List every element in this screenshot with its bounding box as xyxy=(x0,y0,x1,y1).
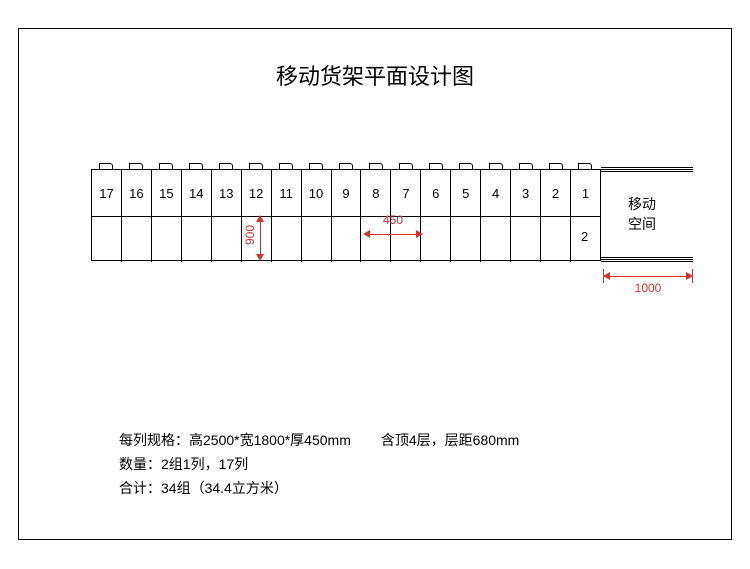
shelf-cell: 15 xyxy=(152,170,182,216)
shelf-cell xyxy=(511,217,541,262)
shelf-cell: 4 xyxy=(481,170,511,216)
row2-end-label: 2 xyxy=(581,229,588,244)
cell-label: 8 xyxy=(372,186,379,201)
shelf-cell: 14 xyxy=(182,170,212,216)
shelf-cell: 7 xyxy=(391,170,421,216)
cell-label: 12 xyxy=(249,186,263,201)
shelf-cell: 16 xyxy=(122,170,152,216)
cell-label: 10 xyxy=(309,186,323,201)
floorplan-diagram: 17 16 15 14 13 12 11 10 9 8 7 6 5 4 3 2 … xyxy=(91,169,691,339)
cell-label: 5 xyxy=(462,186,469,201)
shelf-cell: 11 xyxy=(272,170,302,216)
cell-label: 9 xyxy=(342,186,349,201)
cell-label: 16 xyxy=(129,186,143,201)
shelf-cell xyxy=(541,217,571,262)
shelf-cell: 13 xyxy=(212,170,242,216)
shelf-cell: 3 xyxy=(511,170,541,216)
shelf-cell: 12 xyxy=(242,170,272,216)
cell-label: 7 xyxy=(402,186,409,201)
spec-line2: 数量：2组1列，17列 xyxy=(119,453,519,477)
shelf-cell xyxy=(92,217,122,262)
dimension-450: 450 xyxy=(363,227,423,241)
cell-label: 11 xyxy=(279,186,293,201)
page-title: 移动货架平面设计图 xyxy=(19,59,731,91)
cell-label: 2 xyxy=(552,186,559,201)
spec-line1b: 含顶4层，层距680mm xyxy=(381,432,519,448)
cell-label: 1 xyxy=(582,186,589,201)
dimension-1000: 1000 xyxy=(603,269,693,289)
shelf-cell xyxy=(152,217,182,262)
shelf-cell xyxy=(122,217,152,262)
aisle-label-line1: 移动 xyxy=(628,195,656,215)
dimension-450-label: 450 xyxy=(363,213,423,227)
shelf-cell xyxy=(451,217,481,262)
rail-lines-bottom xyxy=(601,257,693,263)
shelf-cell: 1 xyxy=(571,170,600,216)
shelf-cell: 17 xyxy=(92,170,122,216)
shelf-grid: 17 16 15 14 13 12 11 10 9 8 7 6 5 4 3 2 … xyxy=(91,169,601,261)
shelf-cell xyxy=(212,217,242,262)
aisle-label-line2: 空间 xyxy=(628,215,656,235)
aisle-label: 移动 空间 xyxy=(611,169,673,261)
cell-label: 15 xyxy=(159,186,173,201)
cell-label: 4 xyxy=(492,186,499,201)
cell-label: 14 xyxy=(189,186,203,201)
shelf-cell xyxy=(302,217,332,262)
cell-label: 6 xyxy=(432,186,439,201)
shelf-cell xyxy=(272,217,302,262)
shelf-row-1: 17 16 15 14 13 12 11 10 9 8 7 6 5 4 3 2 … xyxy=(92,170,600,216)
shelf-cell xyxy=(182,217,212,262)
drawing-frame: 移动货架平面设计图 17 16 15 14 13 12 11 10 9 8 7 … xyxy=(18,28,732,540)
spec-block: 每列规格：高2500*宽1800*厚450mm 含顶4层，层距680mm 数量：2… xyxy=(119,429,519,500)
cell-label: 17 xyxy=(99,186,113,201)
shelf-cell: 2 xyxy=(541,170,571,216)
shelf-cell: 5 xyxy=(451,170,481,216)
cell-label: 13 xyxy=(219,186,233,201)
dimension-900: 900 xyxy=(253,215,267,261)
dimension-1000-label: 1000 xyxy=(603,281,693,295)
spec-line3: 合计：34组（34.4立方米） xyxy=(119,477,519,501)
shelf-cell xyxy=(421,217,451,262)
shelf-cell: 9 xyxy=(332,170,362,216)
shelf-cell: 6 xyxy=(421,170,451,216)
shelf-cell xyxy=(332,217,362,262)
shelf-cell: 10 xyxy=(302,170,332,216)
dimension-900-label: 900 xyxy=(243,225,257,245)
shelf-cell: 8 xyxy=(361,170,391,216)
cell-label: 3 xyxy=(522,186,529,201)
spec-line1a: 每列规格：高2500*宽1800*厚450mm xyxy=(119,432,351,448)
shelf-cell xyxy=(481,217,511,262)
shelf-row-2 xyxy=(92,216,600,262)
rail-lines-top xyxy=(601,167,693,173)
